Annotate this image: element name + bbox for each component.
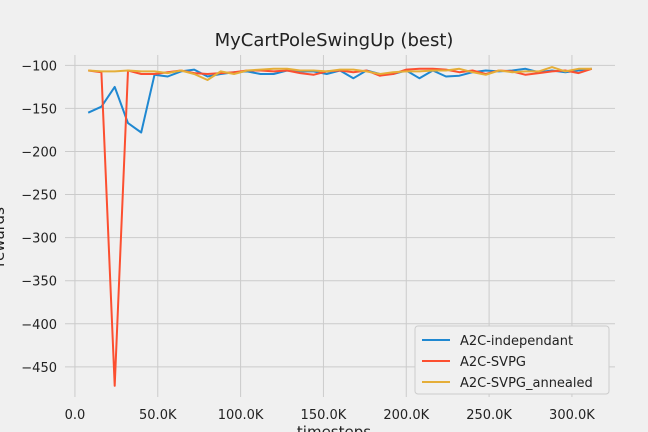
x-tick-label: 0.0 — [65, 408, 86, 423]
x-axis-label: timesteps — [297, 423, 371, 432]
x-tick-label: 50.0K — [139, 408, 177, 423]
series-line-0 — [87, 67, 592, 134]
x-axis-ticks: 0.0 50.0K 100.0K 150.0K 200.0K 250.0K 300.0K — [65, 408, 596, 423]
series-line-2 — [88, 66, 592, 81]
y-tick-label: −150 — [21, 102, 57, 117]
y-tick-label: −100 — [21, 59, 57, 74]
y-tick-label: −200 — [21, 145, 57, 160]
chart-title: MyCartPoleSwingUp (best) — [215, 30, 454, 51]
x-tick-label: 150.0K — [301, 408, 347, 423]
x-tick-label: 100.0K — [218, 408, 264, 423]
x-tick-label: 200.0K — [383, 408, 429, 423]
legend-label-2: A2C-SVPG_annealed — [460, 376, 593, 391]
legend: A2C-independant A2C-SVPG A2C-SVPG_annealed — [414, 325, 610, 395]
grid-lines — [65, 55, 615, 397]
legend-label-1: A2C-SVPG — [460, 355, 526, 370]
y-tick-label: −250 — [21, 189, 57, 204]
y-tick-label: −450 — [21, 361, 57, 376]
legend-label-0: A2C-independant — [460, 334, 573, 349]
y-tick-label: −350 — [21, 275, 57, 290]
legend-box — [414, 325, 610, 395]
y-tick-label: −300 — [21, 232, 57, 247]
y-axis-ticks: −100 −150 −200 −250 −300 −350 −400 −450 — [21, 59, 57, 376]
y-tick-label: −400 — [21, 318, 57, 333]
series-lines — [87, 66, 593, 387]
y-axis-label: rewards — [0, 207, 8, 267]
x-tick-label: 250.0K — [466, 408, 512, 423]
x-tick-label: 300.0K — [549, 408, 595, 423]
